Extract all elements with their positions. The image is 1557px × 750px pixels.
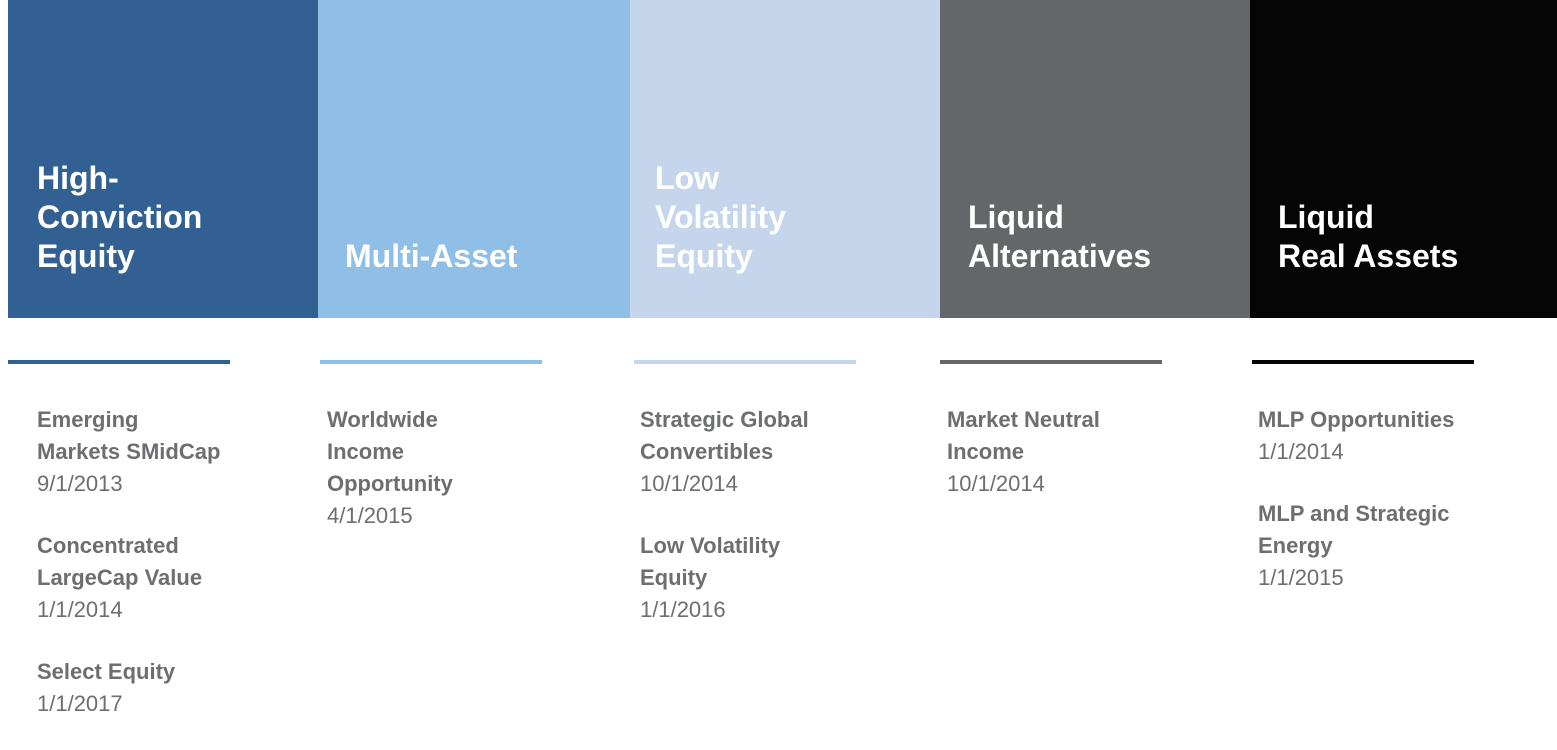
fund-list: Worldwide Income Opportunity 4/1/2015 (327, 404, 453, 562)
category-header: Liquid Real Assets (1250, 0, 1557, 318)
fund-entry: MLP and Strategic Energy 1/1/2015 (1258, 498, 1454, 594)
category-rule (940, 360, 1162, 364)
fund-date: 10/1/2014 (640, 471, 738, 496)
fund-date: 1/1/2016 (640, 597, 726, 622)
category-title: Multi-Asset (345, 238, 518, 274)
fund-date: 1/1/2014 (37, 597, 123, 622)
fund-list: Emerging Markets SMidCap 9/1/2013 Concentra… (37, 404, 220, 750)
category-rule (634, 360, 856, 364)
fund-overview: High- Conviction Equity Emerging Markets SMi… (8, 0, 1557, 716)
category-title: Conviction (37, 199, 203, 235)
fund-name: Worldwide (327, 407, 438, 432)
category-header: Low Volatility Equity (630, 0, 940, 318)
fund-name: Emerging (37, 407, 139, 432)
fund-name: LargeCap Value (37, 565, 203, 590)
category-title: High- (37, 160, 119, 196)
fund-name: Low Volatility (640, 533, 781, 558)
fund-list: MLP Opportunities 1/1/2014 MLP and Strateg… (1258, 404, 1454, 624)
category-title: Equity (655, 238, 753, 274)
fund-date: 1/1/2017 (37, 691, 123, 716)
fund-name: MLP and Strategic (1258, 501, 1450, 526)
category-title: Low (655, 160, 719, 196)
fund-name: Income (947, 439, 1025, 464)
category-rule (320, 360, 542, 364)
fund-name: Energy (1258, 533, 1333, 558)
category-title: Equity (37, 238, 135, 274)
fund-name: Convertibles (640, 439, 774, 464)
category-title: Alternatives (968, 238, 1152, 274)
category-title: Liquid (968, 199, 1064, 235)
fund-name: Strategic Global (640, 407, 809, 432)
category-header: High- Conviction Equity (8, 0, 318, 318)
fund-entry: Emerging Markets SMidCap 9/1/2013 (37, 404, 220, 500)
fund-name: MLP Opportunities (1258, 407, 1455, 432)
fund-name: Opportunity (327, 471, 453, 496)
fund-entry: Low Volatility Equity 1/1/2016 (640, 530, 809, 626)
category-rule (8, 360, 230, 364)
fund-name: Select Equity (37, 659, 176, 684)
fund-date: 1/1/2015 (1258, 565, 1344, 590)
fund-date: 10/1/2014 (947, 471, 1045, 496)
category-title: Volatility (655, 199, 786, 235)
category-header: Liquid Alternatives (940, 0, 1250, 318)
fund-date: 9/1/2013 (37, 471, 123, 496)
fund-name: Income (327, 439, 405, 464)
fund-date: 4/1/2015 (327, 503, 413, 528)
fund-entry: Concentrated LargeCap Value 1/1/2014 (37, 530, 220, 626)
fund-name: Concentrated (37, 533, 179, 558)
fund-entry: Market Neutral Income 10/1/2014 (947, 404, 1100, 500)
fund-name: Market Neutral (947, 407, 1100, 432)
fund-entry: MLP Opportunities 1/1/2014 (1258, 404, 1454, 468)
fund-date: 1/1/2014 (1258, 439, 1344, 464)
category-header: Multi-Asset (318, 0, 630, 318)
fund-entry: Strategic Global Convertibles 10/1/2014 (640, 404, 809, 500)
fund-name: Markets SMidCap (37, 439, 221, 464)
fund-name: Equity (640, 565, 708, 590)
category-title: Liquid (1278, 199, 1374, 235)
category-title: Real Assets (1278, 238, 1459, 274)
fund-entry: Select Equity 1/1/2017 (37, 656, 220, 720)
fund-list: Market Neutral Income 10/1/2014 (947, 404, 1100, 530)
category-rule (1252, 360, 1474, 364)
fund-entry: Worldwide Income Opportunity 4/1/2015 (327, 404, 453, 532)
fund-list: Strategic Global Convertibles 10/1/2014 Low… (640, 404, 809, 656)
